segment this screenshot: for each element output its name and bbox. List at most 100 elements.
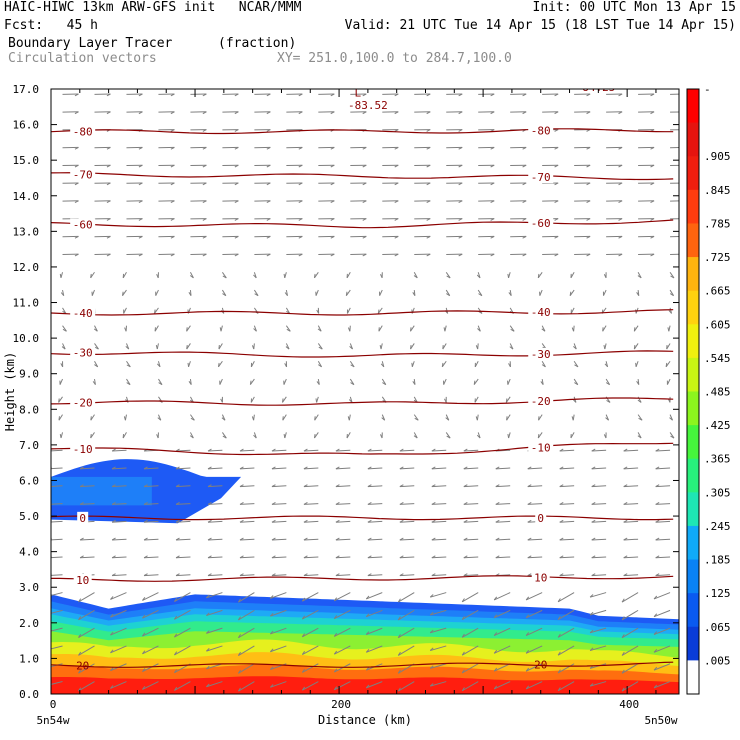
contour-line <box>51 350 674 358</box>
vector-arrow <box>573 360 579 368</box>
vector-head <box>605 417 609 421</box>
vector-arrow <box>111 537 127 541</box>
vector-shaft <box>239 574 255 577</box>
vector-head <box>126 364 131 368</box>
vector-arrow <box>603 272 607 279</box>
vector-head <box>683 183 687 185</box>
vector-head <box>653 666 658 671</box>
vector-head <box>410 345 412 350</box>
vector-arrow <box>623 502 639 505</box>
vector-head <box>554 93 559 97</box>
vector-head <box>522 218 527 221</box>
vector-head <box>266 253 271 257</box>
vector-arrow <box>557 592 575 603</box>
vector-arrow <box>51 466 63 470</box>
vector-head <box>220 398 223 403</box>
vector-arrow <box>94 146 111 150</box>
vector-head <box>79 502 84 505</box>
vector-arrow <box>286 218 303 221</box>
contour-line <box>51 575 674 582</box>
vector-head <box>111 555 116 559</box>
vector-head <box>554 129 559 132</box>
vector-arrow <box>283 378 287 385</box>
vector-arrow <box>574 93 591 97</box>
vector-shaft <box>174 592 191 602</box>
vector-head <box>142 632 146 637</box>
vector-arrow <box>399 555 415 559</box>
vector-head <box>303 466 308 470</box>
vector-shaft <box>303 556 319 559</box>
contour-line <box>51 172 674 181</box>
vector-arrow <box>382 200 399 204</box>
vector-arrow <box>281 396 287 403</box>
vector-arrow <box>51 681 63 685</box>
vector-shaft <box>495 485 511 488</box>
vector-shaft <box>623 538 639 541</box>
vector-head <box>142 668 146 672</box>
extremum-label: -83.52 <box>348 99 388 112</box>
vector-arrow <box>414 129 431 132</box>
vector-shaft <box>110 645 127 654</box>
y-tick-label: 16.0 <box>13 119 40 132</box>
vector-head <box>557 687 561 692</box>
vector-shaft <box>80 467 95 470</box>
vector-arrow <box>121 289 127 296</box>
vector-shaft <box>238 592 255 603</box>
vector-arrow <box>367 555 383 559</box>
vector-arrow <box>495 502 511 505</box>
vector-arrow <box>186 325 191 332</box>
vector-head <box>74 253 79 257</box>
vector-head <box>106 93 111 97</box>
contour-label: -80 <box>531 125 551 138</box>
y-tick-label: 8.0 <box>19 403 39 416</box>
vector-head <box>476 274 481 279</box>
vector-head <box>202 253 207 257</box>
vector-arrow <box>126 200 143 204</box>
vector-head <box>206 683 210 688</box>
vector-arrow <box>301 645 319 656</box>
vector-head <box>362 146 367 150</box>
vector-shaft <box>653 592 671 600</box>
vector-shaft <box>270 627 287 635</box>
vector-arrow <box>542 164 559 168</box>
vector-arrow <box>79 555 95 559</box>
vector-head <box>367 484 372 488</box>
vector-shaft <box>463 538 479 541</box>
vector-arrow <box>653 663 671 671</box>
vector-arrow <box>525 609 543 619</box>
vector-arrow <box>495 537 511 541</box>
vector-arrow <box>110 592 127 600</box>
vector-shaft <box>591 520 607 523</box>
vector-head <box>399 448 404 452</box>
vector-head <box>110 649 114 654</box>
vector-head <box>251 416 255 421</box>
vector-head <box>461 687 465 692</box>
vector-arrow <box>397 592 415 603</box>
vector-head <box>175 555 180 559</box>
vector-shaft <box>493 609 511 619</box>
vector-head <box>206 630 210 634</box>
vector-head <box>330 182 335 186</box>
vector-head <box>623 519 628 523</box>
vector-shaft <box>367 556 383 559</box>
vector-arrow <box>379 343 383 350</box>
vector-head <box>303 484 308 488</box>
vector-head <box>317 328 322 332</box>
vector-arrow <box>111 519 127 523</box>
vector-head <box>284 363 287 368</box>
contour-label: -80 <box>73 126 93 139</box>
vector-arrow <box>350 146 367 150</box>
vector-arrow <box>222 235 239 239</box>
vector-arrow <box>349 378 355 386</box>
vector-head <box>633 327 636 332</box>
x-tick-label: 200 <box>331 698 351 711</box>
vector-arrow <box>94 253 111 257</box>
vector-head <box>330 111 335 115</box>
vector-head <box>301 597 306 602</box>
vector-head <box>653 595 658 600</box>
vector-head <box>394 111 399 115</box>
vector-arrow <box>574 146 591 150</box>
vector-head <box>458 200 463 204</box>
vector-arrow <box>574 235 591 239</box>
